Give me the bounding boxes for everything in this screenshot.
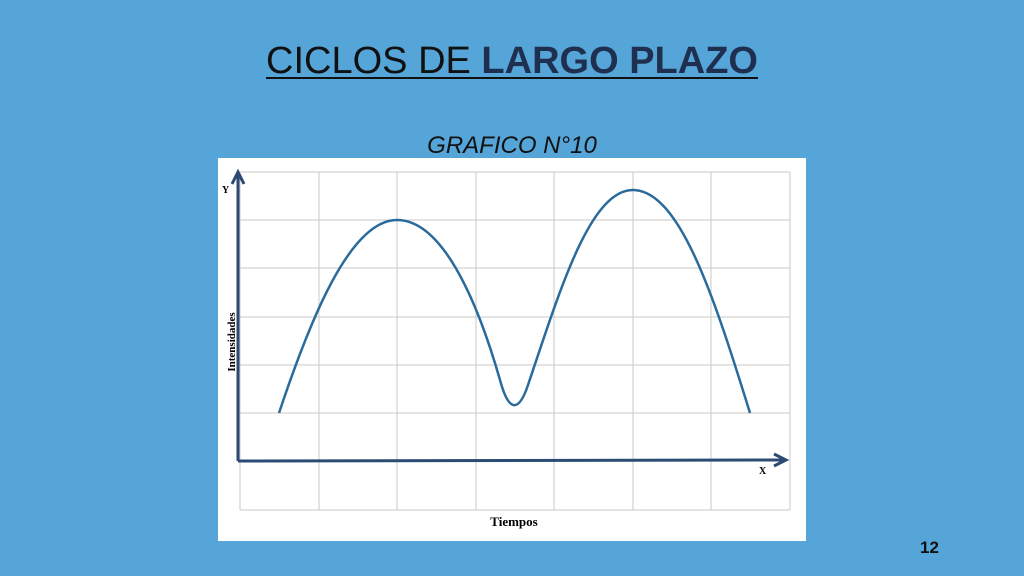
page-number: 12 (920, 538, 939, 557)
x-axis-label: Tiempos (490, 514, 537, 529)
figure-background (218, 158, 806, 541)
x-axis-letter: X (759, 466, 767, 477)
subtitle: GRAFICO N°10 (427, 132, 597, 159)
title-prefix: CICLOS DE (266, 40, 482, 82)
title: CICLOS DE LARGO PLAZO (0, 40, 1024, 83)
axes (230, 168, 790, 468)
cycle-curve (277, 188, 752, 414)
title-underline: CICLOS DE LARGO PLAZO (266, 40, 758, 82)
y-axis-letter: Y (222, 185, 230, 196)
y-axis-label: Intensidades (226, 312, 238, 372)
figure: Y X Intensidades Tiempos (218, 158, 806, 541)
grid (239, 171, 791, 511)
title-emphasis: LARGO PLAZO (481, 40, 758, 82)
